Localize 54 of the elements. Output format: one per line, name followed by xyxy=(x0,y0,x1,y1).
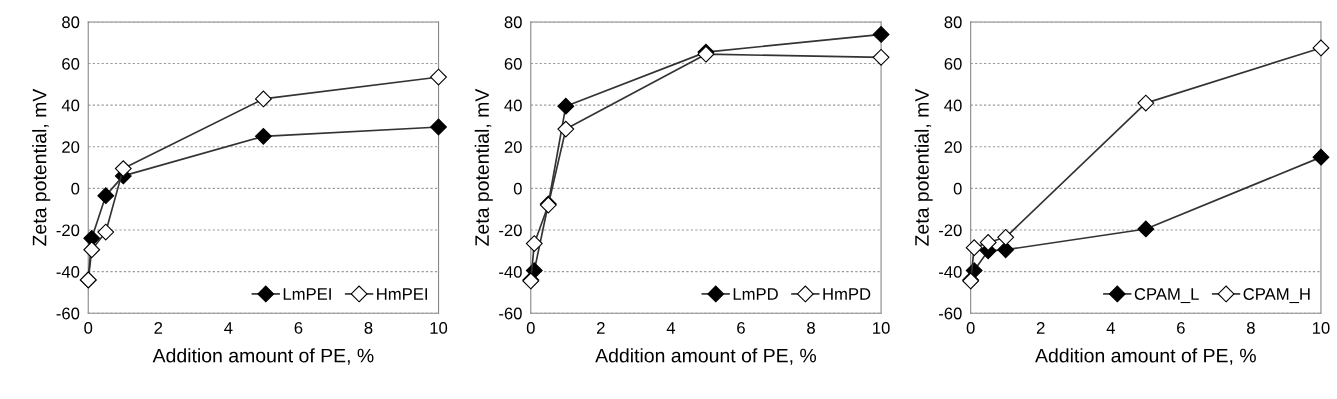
y-tick-label: 60 xyxy=(944,57,962,70)
x-tick-label: 6 xyxy=(737,321,745,334)
x-tick-label: 2 xyxy=(154,321,163,334)
x-tick-label: 8 xyxy=(1246,321,1255,334)
x-tick-label: 0 xyxy=(84,321,93,334)
y-axis-title: Zeta potential, mV xyxy=(474,88,493,246)
x-tick-label: 6 xyxy=(1177,321,1185,334)
y-tick-label: -60 xyxy=(499,307,522,320)
legend-label: HmPD xyxy=(823,288,871,300)
y-tick-label: 40 xyxy=(504,99,522,112)
x-axis-title: Addition amount of PE, % xyxy=(1035,348,1256,365)
y-tick-label: -40 xyxy=(938,266,962,278)
legend-label: CPAM_L xyxy=(1134,288,1199,304)
legend-label: CPAM_H xyxy=(1243,288,1310,304)
x-tick-label: 2 xyxy=(1036,321,1045,334)
x-tick-label: 10 xyxy=(430,321,448,334)
y-tick-label: 80 xyxy=(944,16,962,29)
y-tick-label: 20 xyxy=(504,141,522,153)
x-tick-label: 8 xyxy=(364,321,373,334)
x-tick-label: 8 xyxy=(807,321,815,334)
legend-label: HmPEI xyxy=(377,288,427,300)
y-tick-label: -20 xyxy=(938,224,962,237)
y-axis-title: Zeta potential, mV xyxy=(32,88,51,246)
y-tick-label: -20 xyxy=(499,224,522,237)
y-tick-label: 80 xyxy=(62,16,80,29)
y-tick-label: -40 xyxy=(499,266,522,278)
x-tick-label: 4 xyxy=(666,322,676,334)
y-tick-label: -40 xyxy=(56,266,80,278)
x-tick-label: 6 xyxy=(294,321,303,334)
legend-label: LmPD xyxy=(733,288,778,300)
legend-label: LmPEI xyxy=(283,288,331,300)
x-tick-label: 2 xyxy=(597,321,605,334)
x-tick-label: 10 xyxy=(873,321,890,334)
x-axis-title: Addition amount of PE, % xyxy=(595,348,817,365)
y-tick-label: 40 xyxy=(944,99,962,112)
x-axis-title: Addition amount of PE, % xyxy=(152,348,374,365)
y-tick-label: 0 xyxy=(513,182,522,195)
y-tick-label: 80 xyxy=(504,16,522,29)
y-tick-label: 0 xyxy=(953,182,962,195)
y-tick-label: 60 xyxy=(62,57,80,70)
y-tick-label: -20 xyxy=(56,224,80,237)
y-tick-label: 20 xyxy=(944,141,962,153)
y-tick-label: 60 xyxy=(504,57,522,70)
x-tick-label: 4 xyxy=(224,322,233,334)
y-tick-label: -60 xyxy=(938,307,962,320)
x-tick-label: 0 xyxy=(526,321,535,334)
x-tick-label: 10 xyxy=(1312,321,1330,334)
x-tick-label: 4 xyxy=(1106,322,1115,334)
y-tick-label: 0 xyxy=(71,182,80,195)
y-tick-label: -60 xyxy=(56,307,80,320)
x-tick-label: 0 xyxy=(966,321,975,334)
y-axis-title: Zeta potential, mV xyxy=(914,88,933,246)
y-tick-label: 20 xyxy=(62,141,80,153)
y-tick-label: 40 xyxy=(61,99,80,112)
